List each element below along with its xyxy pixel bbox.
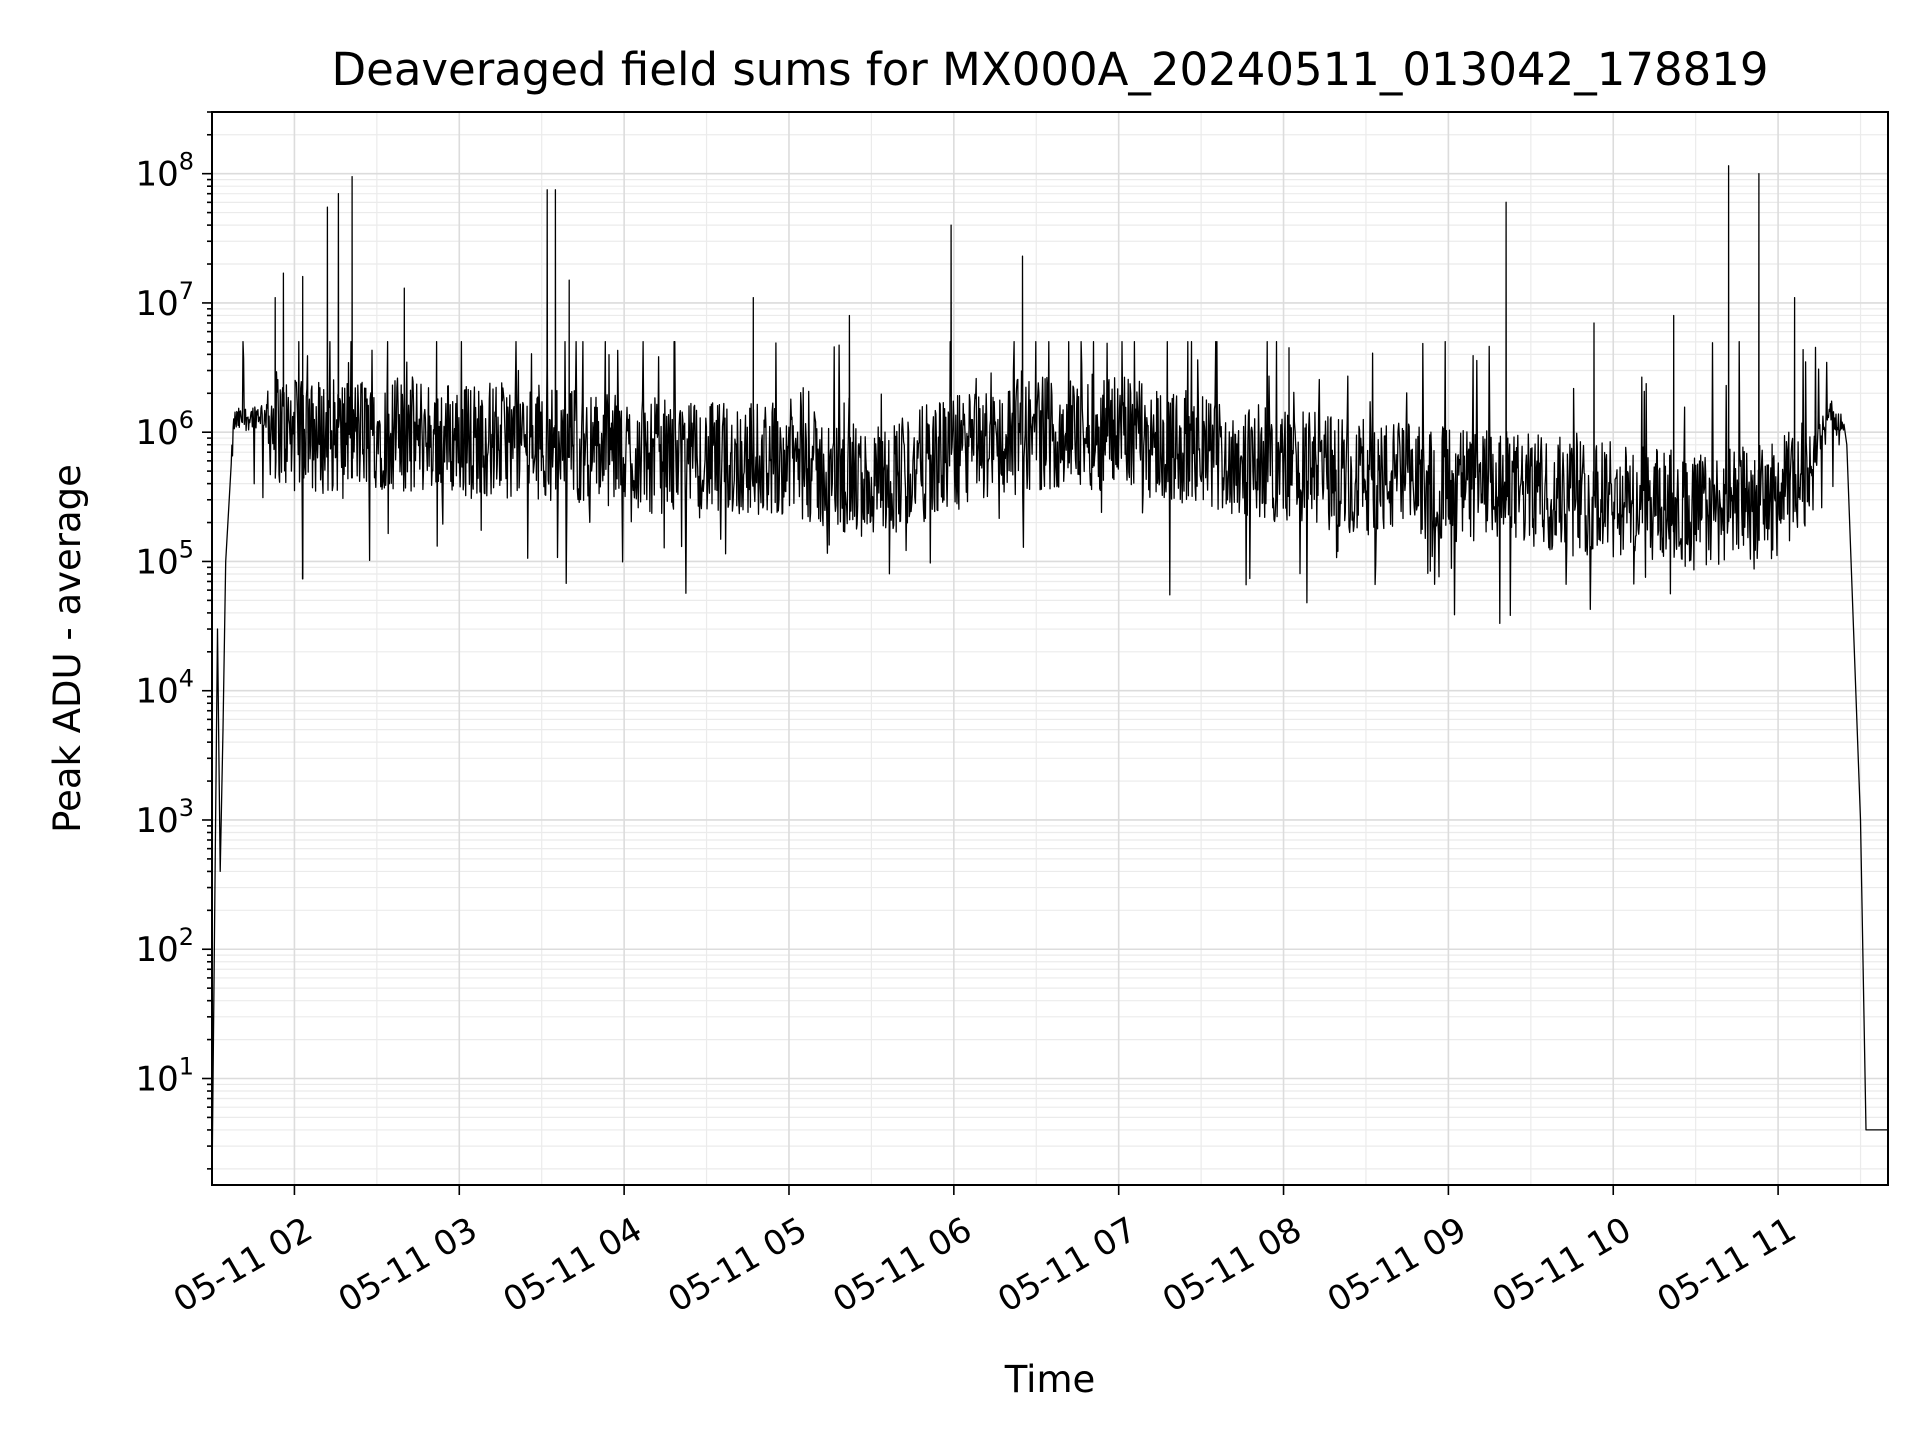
plot-frame xyxy=(211,111,1889,1186)
y-tick-label: 105 xyxy=(135,535,194,582)
y-tick-label: 108 xyxy=(135,148,194,195)
y-tick-label: 106 xyxy=(135,406,194,453)
x-tick-label: 05-11 09 xyxy=(1321,1210,1473,1321)
x-tick-label: 05-11 11 xyxy=(1651,1210,1803,1321)
x-tick-label: 05-11 08 xyxy=(1156,1210,1308,1321)
y-tick-label: 101 xyxy=(135,1053,194,1100)
y-tick-label: 103 xyxy=(135,794,194,841)
series-line xyxy=(211,165,1888,1186)
y-axis-label: Peak ADU - average xyxy=(46,464,89,833)
x-tick-label: 05-11 10 xyxy=(1486,1210,1638,1321)
x-tick-label: 05-11 02 xyxy=(167,1210,319,1321)
y-tick-label: 102 xyxy=(135,923,194,970)
x-tick-label: 05-11 03 xyxy=(332,1210,484,1321)
y-tick-label: 107 xyxy=(135,277,194,324)
tick-layer: 101 102 103 104 105 106 107 108 05-11 02 05-11 03… xyxy=(135,111,1803,1321)
x-tick-label: 05-11 07 xyxy=(991,1210,1143,1321)
y-tick-label: 104 xyxy=(135,665,194,712)
series-layer xyxy=(211,165,1888,1186)
grid-layer xyxy=(212,111,1888,1185)
x-tick-label: 05-11 04 xyxy=(497,1210,649,1321)
chart-title: Deaveraged field sums for MX000A_2024051… xyxy=(332,43,1769,96)
x-tick-label: 05-11 05 xyxy=(661,1210,813,1321)
x-axis-label: Time xyxy=(1004,1358,1096,1401)
x-tick-label: 05-11 06 xyxy=(826,1210,978,1321)
